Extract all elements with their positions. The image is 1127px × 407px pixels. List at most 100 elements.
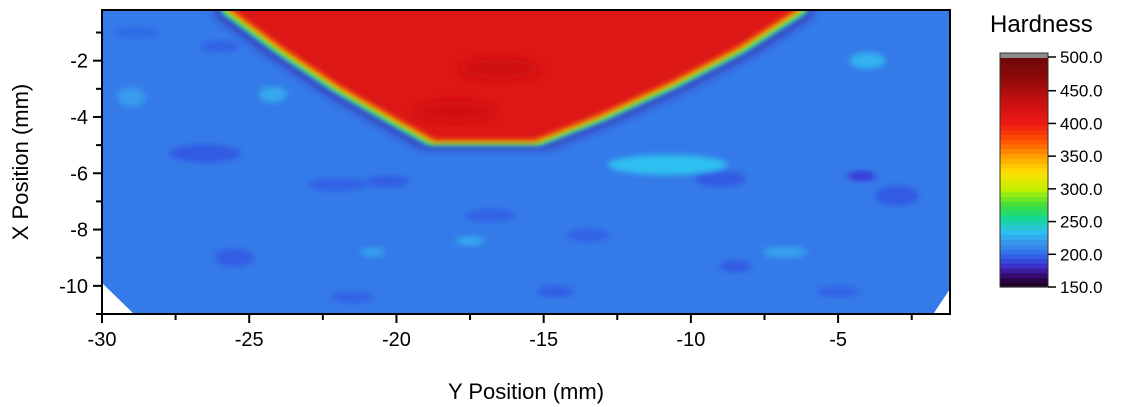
hard-zone-blotch <box>459 59 540 80</box>
high-hardness-spot <box>456 235 485 246</box>
low-hardness-spot <box>719 260 752 273</box>
x-tick-label: -15 <box>529 329 558 351</box>
legend-swatch <box>1000 67 1048 73</box>
y-tick-label: -6 <box>70 163 88 185</box>
x-axis: -30 -25 -20 -15 -10 -5 <box>88 314 913 351</box>
legend-swatch <box>1000 86 1048 92</box>
legend-swatch <box>1000 267 1048 274</box>
hard-zone <box>216 10 812 148</box>
legend-swatch <box>1000 58 1048 64</box>
legend-swatch <box>1000 167 1048 174</box>
right-corner-mask <box>933 288 950 314</box>
legend-tick-label: 400.0 <box>1060 114 1103 133</box>
low-hardness-spot <box>365 175 410 188</box>
legend-swatch <box>1000 182 1048 188</box>
low-hardness-spot <box>816 285 861 298</box>
legend-swatch <box>1000 143 1048 150</box>
x-tick-label: -20 <box>382 329 411 351</box>
legend-tick-label: 250.0 <box>1060 213 1103 232</box>
legend-swatch <box>1000 77 1048 83</box>
low-hardness-spot <box>537 285 574 298</box>
low-hardness-spot <box>565 228 610 243</box>
legend-swatch <box>1000 148 1048 155</box>
left-corner-mask <box>102 283 134 314</box>
legend-swatch <box>1000 158 1048 164</box>
low-hardness-spot <box>847 171 876 182</box>
legend-swatch <box>1000 234 1048 240</box>
legend-tick-label: 350.0 <box>1060 147 1103 166</box>
plot-frame <box>101 9 951 315</box>
legend-swatch <box>1000 258 1048 264</box>
legend-swatch <box>1000 105 1048 112</box>
y-tick-label: -4 <box>70 107 88 129</box>
high-hardness-spot <box>607 154 728 175</box>
legend-swatch <box>1000 263 1048 269</box>
legend-title: Hardness <box>990 11 1093 38</box>
legend-swatch <box>1000 229 1048 236</box>
legend-swatch <box>1000 81 1048 88</box>
low-hardness-spot <box>464 208 517 223</box>
legend-swatch <box>1000 248 1048 255</box>
legend-swatch <box>1000 272 1048 279</box>
legend-swatch <box>1000 72 1048 78</box>
legend-swatch <box>1000 100 1048 107</box>
x-tick-label: -5 <box>829 329 847 351</box>
legend-swatch <box>1000 91 1048 97</box>
legend-swatch <box>1000 110 1048 116</box>
high-hardness-spot <box>258 86 287 103</box>
legend-swatch <box>1000 186 1048 193</box>
legend-swatch <box>1000 253 1048 259</box>
y-tick-label: -10 <box>59 276 88 298</box>
high-hardness-spot <box>360 247 385 258</box>
y-axis: -2 -4 -6 -8 -10 <box>59 31 102 315</box>
legend-swatch <box>1000 244 1048 250</box>
low-hardness-spot <box>694 170 747 187</box>
legend-tick-label: 500.0 <box>1060 48 1103 67</box>
legend-swatch <box>1000 172 1048 178</box>
legend-tick-label: 300.0 <box>1060 180 1103 199</box>
plot-area <box>102 10 950 314</box>
x-tick-label: -30 <box>88 329 117 351</box>
y-tick-label: -2 <box>70 51 88 73</box>
low-hardness-spot <box>330 291 375 304</box>
high-hardness-spot <box>763 246 808 259</box>
x-tick-label: -25 <box>235 329 264 351</box>
corner-masks <box>102 283 950 314</box>
low-hardness-spot <box>169 144 242 163</box>
y-tick-label: -8 <box>70 220 88 242</box>
contour-fields <box>115 26 919 304</box>
legend-swatch <box>1000 134 1048 140</box>
x-tick-label: -10 <box>676 329 705 351</box>
legend-swatch <box>1000 239 1048 245</box>
legend-swatch <box>1000 210 1048 217</box>
legend-swatch <box>1000 139 1048 145</box>
legend-swatch <box>1000 191 1048 197</box>
legend-swatch <box>1000 96 1048 102</box>
legend-tick-label: 450.0 <box>1060 82 1103 101</box>
legend-color-bar <box>999 52 1049 288</box>
legend-swatch <box>1000 220 1048 226</box>
legend-swatch <box>1000 201 1048 207</box>
high-hardness-spot <box>117 87 146 108</box>
low-hardness-spot <box>214 248 255 267</box>
legend-swatch <box>1000 129 1048 135</box>
legend-ticks: 150.0 200.0 250.0 300.0 350.0 400.0 450.0 500.0 <box>1048 48 1103 297</box>
legend-swatch <box>1000 62 1048 69</box>
legend-swatch <box>1000 224 1048 231</box>
legend-swatch <box>1000 120 1048 126</box>
legend-frame <box>999 52 1049 288</box>
legend-swatch <box>1000 177 1048 183</box>
legend-over-cap <box>1000 53 1048 58</box>
low-hardness-spot <box>875 185 919 206</box>
legend-swatch <box>1000 205 1048 212</box>
legend-swatch <box>1000 124 1048 131</box>
low-hardness-spot <box>199 40 240 53</box>
hard-zone-blotch <box>415 101 496 122</box>
legend-swatch <box>1000 282 1048 288</box>
x-axis-title: Y Position (mm) <box>448 379 604 404</box>
high-hardness-spot <box>849 52 886 69</box>
legend-swatch <box>1000 115 1048 121</box>
legend-swatch <box>1000 215 1048 221</box>
